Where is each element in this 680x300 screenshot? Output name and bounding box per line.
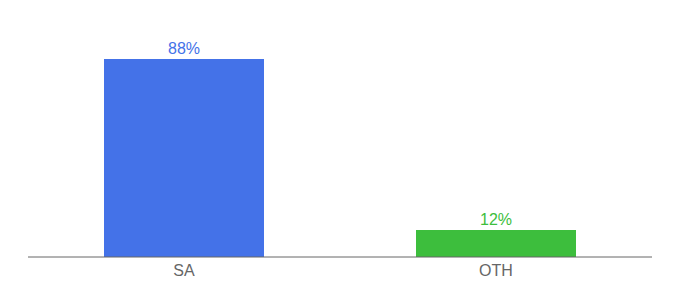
svg-text:OTH: OTH bbox=[479, 262, 513, 279]
svg-text:SA: SA bbox=[173, 262, 195, 279]
svg-text:12%: 12% bbox=[480, 211, 512, 228]
svg-text:88%: 88% bbox=[168, 40, 200, 57]
